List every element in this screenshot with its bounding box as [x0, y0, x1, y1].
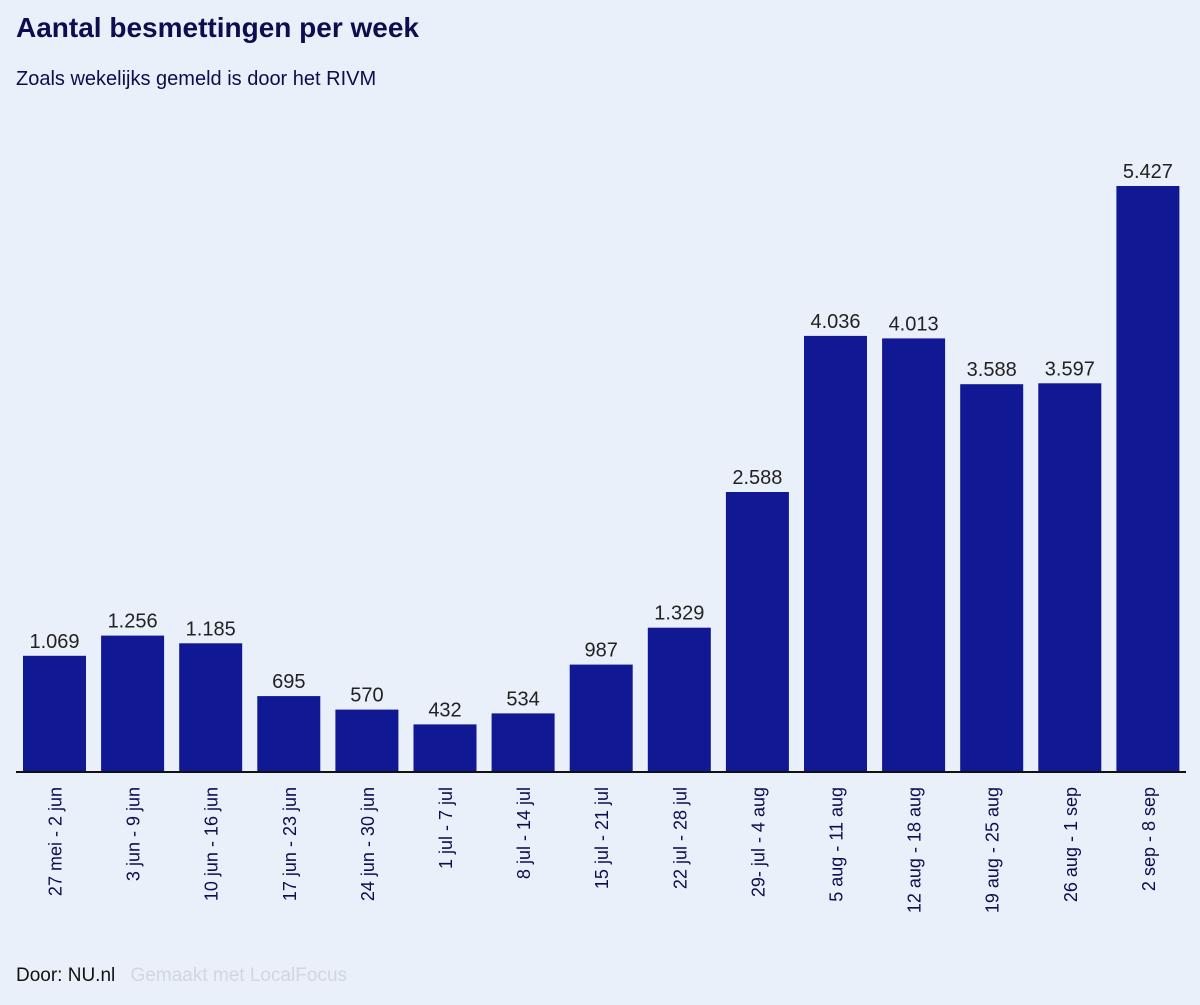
category-label: 19 aug - 25 aug [983, 787, 1003, 913]
author-credit: Door: NU.nl [16, 965, 116, 986]
value-label: 1.256 [108, 611, 158, 633]
category-label: 1 jul - 7 jul [436, 787, 456, 869]
category-label: 15 jul - 21 jul [592, 787, 612, 889]
chart-subtitle: Zoals wekelijks gemeld is door het RIVM [16, 68, 377, 90]
category-label: 5 aug - 11 aug [827, 787, 847, 902]
bar[interactable] [413, 724, 477, 771]
bar[interactable] [1116, 186, 1180, 771]
bar[interactable] [101, 635, 165, 771]
category-labels-group: 27 mei - 2 jun 3 jun - 9 jun 10 jun - 16 j… [46, 787, 1159, 913]
value-labels-group: 1.069 1.256 1.185 695 570 432 534 987 1.329 2.588… [29, 161, 1172, 721]
value-label: 5.427 [1123, 161, 1173, 183]
value-label: 2.588 [732, 467, 782, 489]
value-label: 3.588 [967, 359, 1017, 381]
bar[interactable] [647, 627, 711, 771]
chart-title: Aantal besmettingen per week [16, 12, 420, 43]
bar[interactable] [569, 664, 633, 771]
bar[interactable] [179, 643, 243, 771]
value-label: 4.013 [889, 313, 939, 335]
bar[interactable] [804, 335, 867, 771]
localfocus-credit-link[interactable]: Gemaakt met LocalFocus [130, 965, 348, 986]
category-label: 26 aug - 1 sep [1061, 787, 1081, 902]
category-label: 22 jul - 28 jul [670, 787, 690, 889]
value-label: 3.597 [1045, 358, 1095, 380]
category-label: 2 sep - 8 sep [1139, 787, 1159, 891]
bar[interactable] [23, 655, 86, 771]
value-label: 534 [506, 688, 539, 710]
value-label: 1.185 [186, 618, 236, 640]
category-label: 10 jun - 16 jun [202, 787, 222, 901]
bars-group [23, 186, 1180, 771]
bar[interactable] [491, 713, 555, 771]
value-label: 570 [350, 685, 383, 707]
category-label: 17 jun - 23 jun [280, 787, 300, 901]
category-label: 27 mei - 2 jun [46, 787, 66, 896]
footer: Door: NU.nl Gemaakt met LocalFocus [16, 965, 347, 987]
value-label: 432 [428, 699, 461, 721]
value-label: 4.036 [810, 311, 860, 333]
category-label: 29- jul - 4 aug [748, 787, 768, 897]
bar[interactable] [257, 696, 321, 771]
category-label: 8 jul - 14 jul [514, 787, 534, 879]
category-label: 24 jun - 30 jun [358, 787, 378, 901]
value-label: 1.329 [654, 603, 704, 625]
bar[interactable] [725, 492, 789, 771]
value-label: 987 [585, 640, 618, 662]
category-label: 3 jun - 9 jun [124, 787, 144, 881]
bar[interactable] [1038, 383, 1102, 771]
value-label: 1.069 [29, 631, 79, 653]
bar[interactable] [335, 709, 399, 771]
bar[interactable] [882, 338, 946, 771]
value-label: 695 [272, 671, 305, 693]
bar[interactable] [960, 384, 1024, 771]
category-label: 12 aug - 18 aug [905, 787, 925, 913]
